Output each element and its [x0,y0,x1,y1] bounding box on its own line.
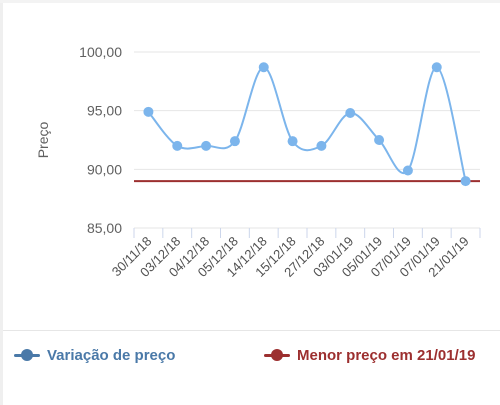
y-tick-label: 90,00 [87,161,122,177]
price-point [431,62,442,73]
y-tick-label: 95,00 [87,103,122,119]
y-tick-label: 85,00 [87,220,122,236]
price-point [345,108,356,119]
price-series-line [147,66,467,182]
price-point [287,136,298,147]
legend: Variação de preço Menor preço em 21/01/1… [0,340,500,370]
price-point [201,140,212,151]
price-point [402,165,413,176]
frame-left-border [0,0,3,405]
frame-top-border [0,0,500,3]
legend-item-price-variation[interactable]: Variação de preço [14,344,175,366]
legend-divider [3,330,500,331]
legend-item-lowest-price[interactable]: Menor preço em 21/01/19 [264,344,475,366]
price-point [143,106,154,117]
y-axis-title: Preço [35,122,51,159]
price-point [460,176,471,187]
price-line-chart: 85,0090,0095,00100,00Preço30/11/1803/12/… [35,44,481,280]
legend-series-label: Variação de preço [47,346,176,364]
price-point [229,136,240,147]
price-point [374,135,385,145]
price-point [316,140,327,151]
price-point [172,140,183,151]
legend-min-label: Menor preço em 21/01/19 [297,346,476,364]
legend-series-marker-icon [14,348,40,362]
legend-min-marker-icon [264,348,290,362]
price-point [258,62,269,73]
y-tick-label: 100,00 [79,44,122,60]
